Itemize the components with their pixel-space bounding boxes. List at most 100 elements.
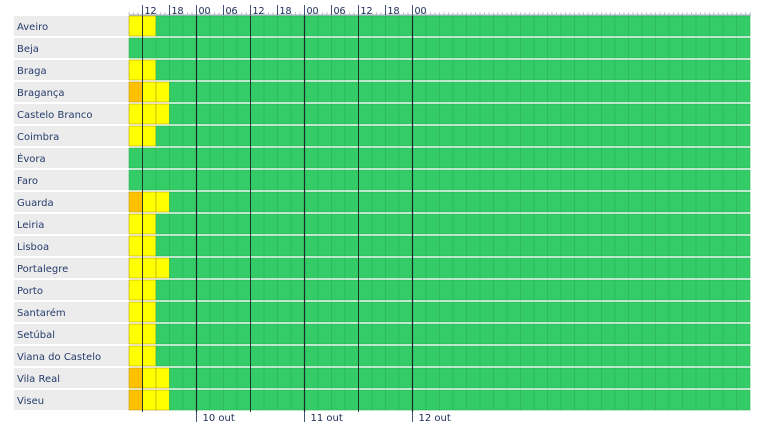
warning-cell-green xyxy=(263,15,278,37)
warning-cell-green xyxy=(412,389,427,411)
warning-cell-green xyxy=(317,257,332,279)
warning-cell-green xyxy=(304,15,319,37)
warning-cell-green xyxy=(493,257,508,279)
warning-cell-green xyxy=(493,147,508,169)
warning-cell-green xyxy=(142,169,157,191)
warning-cell-green xyxy=(574,257,589,279)
warning-cell-green xyxy=(304,301,319,323)
warning-cell-green xyxy=(331,279,346,301)
warning-cell-green xyxy=(682,301,697,323)
warning-cell-green xyxy=(722,15,737,37)
warning-cell-green xyxy=(263,191,278,213)
warning-cell-green xyxy=(560,257,575,279)
warning-cell-green xyxy=(277,191,292,213)
warning-cell-green xyxy=(452,125,467,147)
warning-cell-green xyxy=(614,257,629,279)
warning-cell-green xyxy=(466,323,481,345)
warning-cell-green xyxy=(142,147,157,169)
warning-cell-green xyxy=(196,367,211,389)
warning-cell-green xyxy=(668,301,683,323)
hour-tick-label: 12 xyxy=(145,6,157,17)
warning-cell-green xyxy=(182,367,197,389)
warning-cell-green xyxy=(209,103,224,125)
warning-cell-green xyxy=(466,37,481,59)
warning-cell-green xyxy=(263,279,278,301)
warning-cell-green xyxy=(574,235,589,257)
warning-cell-green xyxy=(479,323,494,345)
warning-cell-green xyxy=(574,213,589,235)
warning-cell-green xyxy=(331,59,346,81)
warning-cell-green xyxy=(547,213,562,235)
warning-cell-green xyxy=(682,81,697,103)
warning-cell-green xyxy=(601,169,616,191)
warning-cell-yellow xyxy=(142,103,157,125)
warning-cell-yellow xyxy=(142,367,157,389)
warning-cell-green xyxy=(398,59,413,81)
warning-cell-green xyxy=(304,125,319,147)
warning-cell-green xyxy=(628,389,643,411)
warning-cell-green xyxy=(668,125,683,147)
warning-cell-green xyxy=(412,125,427,147)
warning-cell-green xyxy=(398,81,413,103)
warning-cell-green xyxy=(412,81,427,103)
warning-cell-green xyxy=(250,37,265,59)
warning-cell-green xyxy=(317,345,332,367)
warning-cell-green xyxy=(425,367,440,389)
warning-cell-green xyxy=(560,191,575,213)
warning-cell-green xyxy=(479,235,494,257)
warning-cell-green xyxy=(506,125,521,147)
warning-cell-green xyxy=(736,257,751,279)
warning-cell-green xyxy=(371,389,386,411)
warning-cell-green xyxy=(655,257,670,279)
warning-cell-green xyxy=(709,59,724,81)
warning-cell-green xyxy=(344,389,359,411)
warning-cell-green xyxy=(182,125,197,147)
warning-cell-green xyxy=(209,169,224,191)
warning-cell-green xyxy=(452,235,467,257)
warning-cell-green xyxy=(695,191,710,213)
warning-cell-green xyxy=(479,37,494,59)
warning-cell-green xyxy=(574,367,589,389)
warning-cell-green xyxy=(709,345,724,367)
warning-cell-green xyxy=(317,103,332,125)
warning-cell-green xyxy=(371,37,386,59)
warning-cell-green xyxy=(358,103,373,125)
district-label: Lisboa xyxy=(17,242,49,253)
warning-cell-green xyxy=(344,37,359,59)
warning-cell-green xyxy=(304,213,319,235)
warning-cell-green xyxy=(452,345,467,367)
warning-cell-green xyxy=(682,37,697,59)
warning-cell-green xyxy=(655,367,670,389)
warning-cell-green xyxy=(182,37,197,59)
warning-cell-green xyxy=(263,169,278,191)
warning-cell-green xyxy=(682,213,697,235)
warning-cell-green xyxy=(236,345,251,367)
warning-cell-green xyxy=(493,279,508,301)
warning-cell-green xyxy=(317,81,332,103)
warning-cell-yellow xyxy=(128,323,143,345)
warning-cell-green xyxy=(709,213,724,235)
warning-cell-green xyxy=(371,279,386,301)
warning-cell-green xyxy=(196,169,211,191)
warning-cell-green xyxy=(385,301,400,323)
warning-cell-green xyxy=(614,389,629,411)
warning-cell-green xyxy=(668,345,683,367)
warning-cell-yellow xyxy=(142,213,157,235)
warning-cell-green xyxy=(398,389,413,411)
warning-cell-green xyxy=(250,169,265,191)
warning-cell-green xyxy=(182,59,197,81)
district-label: Santarém xyxy=(17,307,66,319)
warning-cell-green xyxy=(533,279,548,301)
warning-cell-green xyxy=(277,323,292,345)
warning-cell-green xyxy=(695,235,710,257)
warning-cell-green xyxy=(196,323,211,345)
warning-cell-green xyxy=(223,103,238,125)
warning-cell-green xyxy=(587,81,602,103)
warning-cell-green xyxy=(695,345,710,367)
warning-cell-green xyxy=(655,213,670,235)
warning-cell-green xyxy=(169,389,184,411)
warning-cell-green xyxy=(614,81,629,103)
warning-cell-green xyxy=(223,367,238,389)
warning-cell-green xyxy=(317,147,332,169)
warning-cell-green xyxy=(344,279,359,301)
